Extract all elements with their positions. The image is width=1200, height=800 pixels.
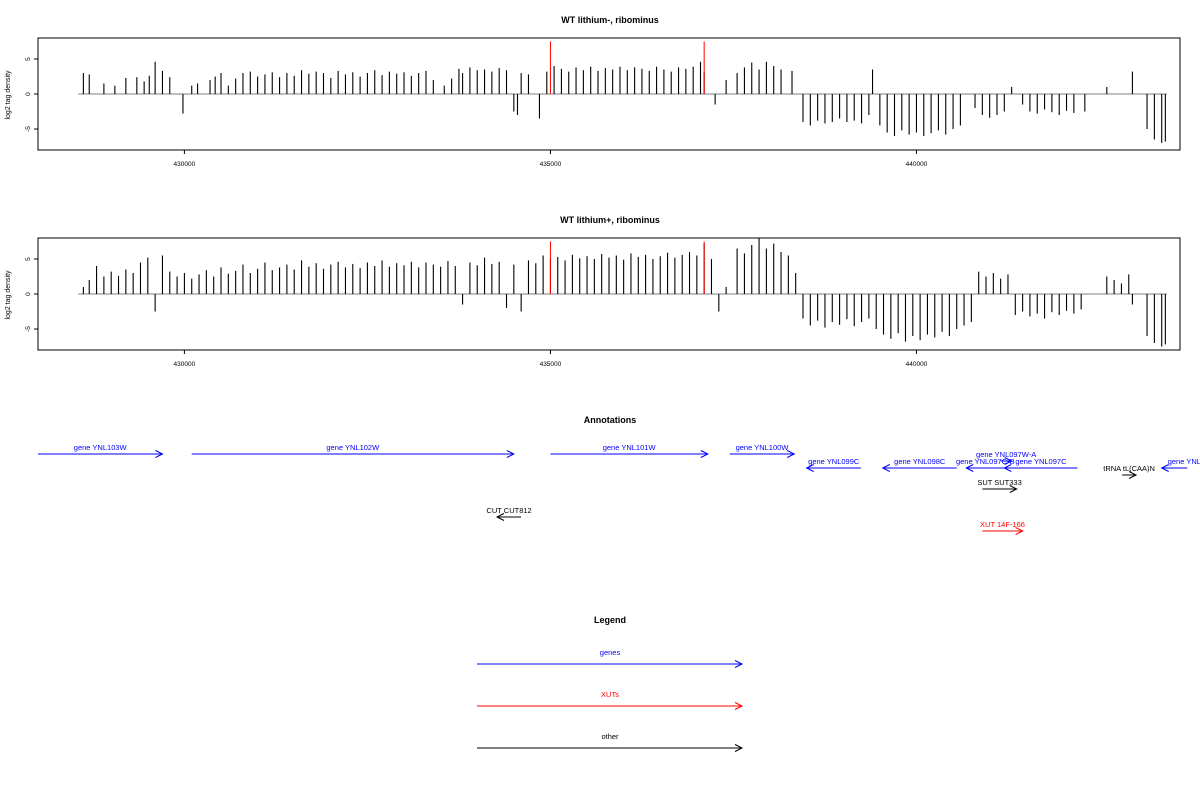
bars [78, 238, 1167, 347]
x-tick-label: 440000 [906, 161, 928, 168]
arrowhead [805, 464, 814, 472]
feature: gene YNL097C [1003, 457, 1078, 472]
arrowhead [734, 744, 744, 752]
legend: Legend genes XUTs other [477, 615, 744, 752]
legend-items: genes XUTs other [477, 648, 744, 752]
feature-label: gene YNL099C [808, 457, 860, 466]
arrowhead [881, 464, 891, 472]
feature: gene YNL101W [550, 443, 709, 458]
legend-title: Legend [594, 615, 626, 625]
y-tick-label: -5 [25, 126, 32, 132]
feature-label: gene YNL097C-B [956, 457, 1015, 466]
feature: CUT CUT812 [486, 506, 532, 521]
annotations-title: Annotations [584, 415, 637, 425]
arrowhead [786, 450, 796, 458]
legend-item-other: other [477, 732, 744, 752]
annotations-track: Annotations gene YNL103W gene YNL102W gene… [38, 415, 1200, 535]
feature-label: CUT CUT812 [486, 506, 531, 515]
feature-label: gene YNL097C [1015, 457, 1067, 466]
arrowhead [1004, 457, 1013, 465]
feature: gene YNL097W-A [976, 450, 1036, 465]
feature: gene YNL096C [1160, 457, 1200, 472]
feature: gene YNL097C-B [956, 457, 1015, 472]
marker-lines [549, 41, 705, 94]
x-tick-label: 440000 [906, 361, 928, 368]
y-tick-label: 5 [25, 57, 32, 61]
axis-ticks: 430000 435000 440000 5 0 -5 [25, 257, 928, 368]
y-axis-label: log2 tag density [5, 270, 12, 320]
panel-lithium-plus: WT lithium+, ribominus log2 tag density … [5, 215, 1181, 368]
feature-arrows: gene YNL103W gene YNL102W gene YNL101W gene… [38, 443, 1200, 535]
bars [78, 61, 1167, 143]
panel-lithium-minus: WT lithium-, ribominus log2 tag density … [5, 15, 1181, 168]
feature-label: gene YNL100W [736, 443, 790, 452]
axis-ticks: 430000 435000 440000 5 0 -5 [25, 57, 928, 168]
arrowhead [495, 513, 505, 521]
legend-item-xuts: XUTs [477, 690, 744, 710]
arrowhead [1128, 471, 1138, 479]
feature-label: gene YNL097W-A [976, 450, 1036, 459]
feature: gene YNL102W [191, 443, 515, 458]
arrowhead [734, 702, 744, 710]
x-tick-label: 435000 [540, 161, 562, 168]
feature: gene YNL099C [805, 457, 861, 472]
feature-label: tRNA tL(CAA)N [1103, 464, 1155, 473]
arrowhead [965, 464, 974, 472]
feature-label: gene YNL098C [894, 457, 946, 466]
feature: gene YNL103W [38, 443, 164, 458]
arrowhead [700, 450, 709, 458]
feature: tRNA tL(CAA)N [1103, 464, 1155, 479]
feature-label: SUT SUT333 [977, 478, 1021, 487]
arrowhead [1015, 527, 1024, 535]
legend-label: XUTs [601, 690, 619, 699]
feature: gene YNL098C [881, 457, 957, 472]
feature-label: XUT 14F-166 [980, 520, 1025, 529]
legend-label: genes [600, 648, 621, 657]
legend-item-genes: genes [477, 648, 744, 668]
feature: XUT 14F-166 [980, 520, 1025, 535]
marker-lines [549, 241, 705, 294]
feature: gene YNL100W [729, 443, 796, 458]
arrowhead [1009, 485, 1018, 493]
y-axis-label: log2 tag density [5, 70, 12, 120]
x-tick-label: 430000 [174, 361, 196, 368]
arrowhead [734, 660, 744, 668]
panel-title: WT lithium-, ribominus [561, 15, 659, 25]
legend-label: other [601, 732, 619, 741]
feature-label: gene YNL103W [74, 443, 128, 452]
x-tick-label: 430000 [174, 161, 196, 168]
feature-label: gene YNL096C [1168, 457, 1200, 466]
y-tick-label: 0 [25, 92, 32, 96]
x-tick-label: 435000 [540, 361, 562, 368]
arrowhead [506, 450, 515, 458]
feature: SUT SUT333 [977, 478, 1022, 493]
arrowhead [1003, 464, 1012, 472]
y-tick-label: 5 [25, 257, 32, 261]
feature-label: gene YNL102W [326, 443, 380, 452]
panel-title: WT lithium+, ribominus [560, 215, 660, 225]
y-tick-label: 0 [25, 292, 32, 296]
arrowhead [155, 450, 164, 458]
feature-label: gene YNL101W [603, 443, 657, 452]
y-tick-label: -5 [25, 326, 32, 332]
arrowhead [1160, 464, 1169, 472]
